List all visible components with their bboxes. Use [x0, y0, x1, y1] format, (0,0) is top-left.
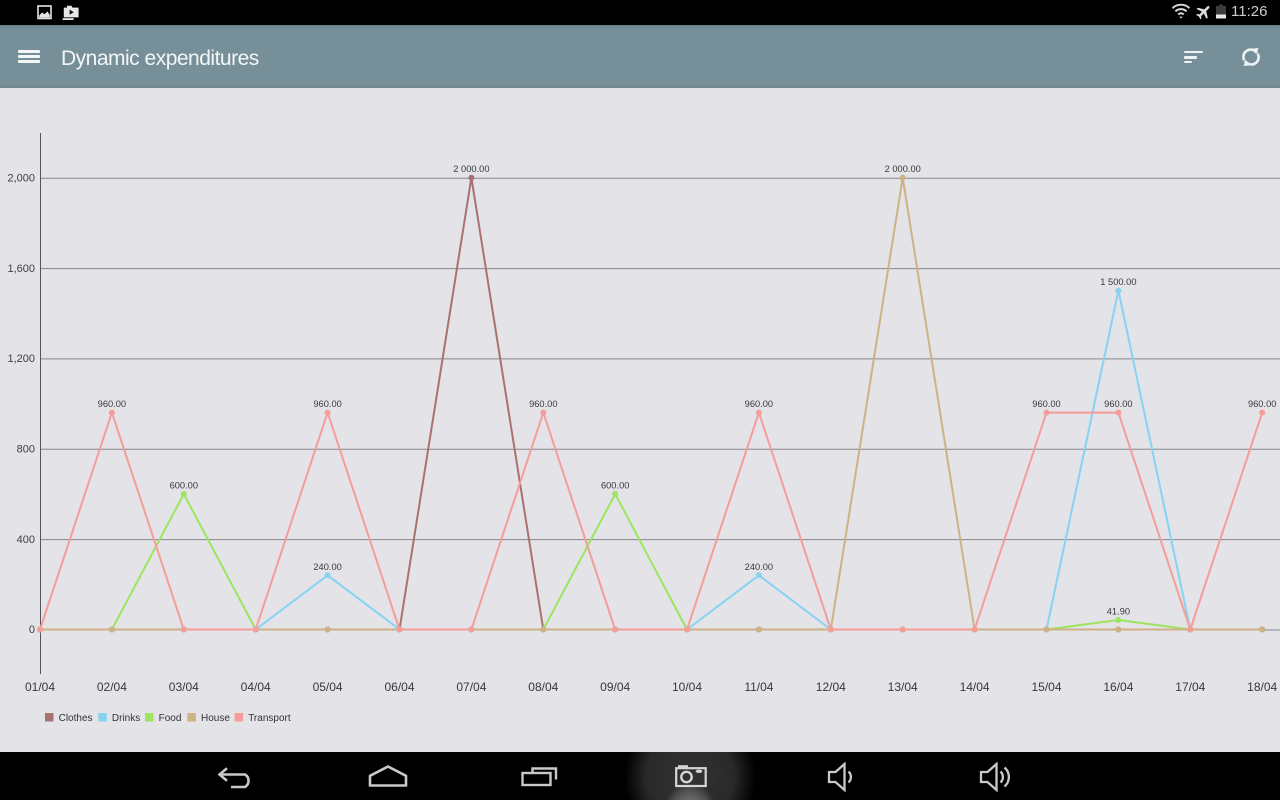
svg-text:08/04: 08/04 [528, 680, 558, 694]
svg-text:0: 0 [29, 624, 35, 636]
svg-text:13/04: 13/04 [888, 680, 918, 694]
svg-text:02/04: 02/04 [97, 680, 127, 694]
svg-text:960.00: 960.00 [1248, 399, 1276, 409]
svg-text:15/04: 15/04 [1031, 680, 1061, 694]
svg-text:Clothes: Clothes [59, 713, 93, 724]
svg-text:400: 400 [17, 534, 35, 546]
svg-text:04/04: 04/04 [241, 680, 271, 694]
svg-text:14/04: 14/04 [960, 680, 990, 694]
svg-text:05/04: 05/04 [313, 680, 343, 694]
svg-text:2 000.00: 2 000.00 [885, 164, 921, 174]
svg-text:960.00: 960.00 [98, 399, 126, 409]
svg-text:960.00: 960.00 [745, 399, 773, 409]
svg-text:House: House [201, 713, 230, 724]
svg-text:240.00: 240.00 [745, 562, 773, 572]
svg-text:960.00: 960.00 [1032, 399, 1060, 409]
svg-text:17/04: 17/04 [1175, 680, 1205, 694]
svg-text:1 500.00: 1 500.00 [1100, 277, 1136, 287]
svg-text:18/04: 18/04 [1247, 680, 1277, 694]
svg-text:09/04: 09/04 [600, 680, 630, 694]
svg-text:11/04: 11/04 [744, 680, 773, 694]
svg-text:1,200: 1,200 [7, 353, 35, 365]
svg-text:960.00: 960.00 [313, 399, 341, 409]
svg-text:01/04: 01/04 [25, 680, 55, 694]
svg-text:16/04: 16/04 [1103, 680, 1133, 694]
svg-text:2 000.00: 2 000.00 [453, 164, 489, 174]
svg-text:41.90: 41.90 [1107, 607, 1130, 617]
svg-text:2,000: 2,000 [7, 172, 35, 184]
svg-text:960.00: 960.00 [529, 399, 557, 409]
svg-text:1,600: 1,600 [7, 263, 35, 275]
svg-text:Drinks: Drinks [112, 713, 140, 724]
svg-text:Food: Food [159, 713, 182, 724]
svg-text:600.00: 600.00 [170, 481, 198, 491]
svg-text:06/04: 06/04 [384, 680, 414, 694]
svg-text:12/04: 12/04 [816, 680, 846, 694]
svg-text:07/04: 07/04 [456, 680, 486, 694]
svg-text:10/04: 10/04 [672, 680, 702, 694]
svg-text:600.00: 600.00 [601, 481, 629, 491]
svg-text:03/04: 03/04 [169, 680, 199, 694]
svg-text:Transport: Transport [248, 713, 291, 724]
svg-text:240.00: 240.00 [313, 562, 341, 572]
svg-text:960.00: 960.00 [1104, 399, 1132, 409]
svg-text:800: 800 [17, 444, 35, 456]
